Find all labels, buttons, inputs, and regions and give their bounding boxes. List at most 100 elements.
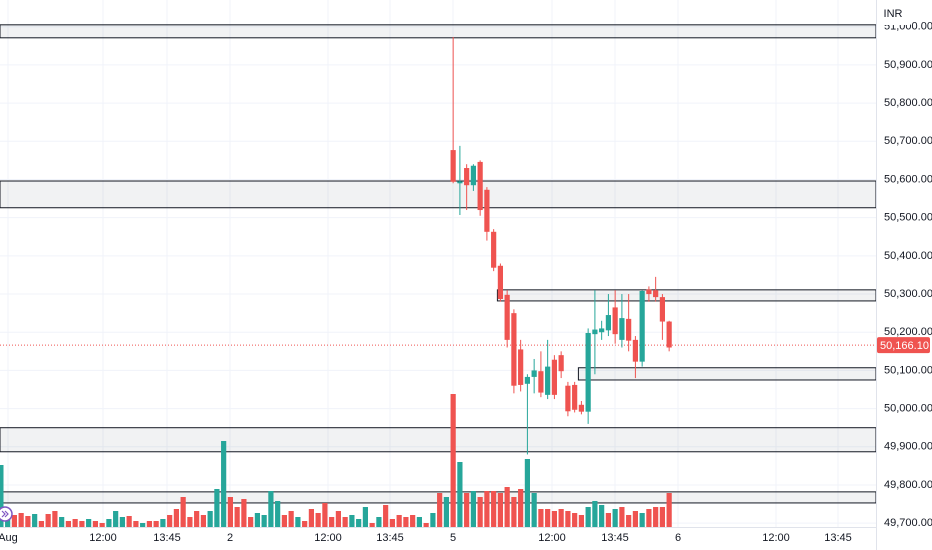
volume-bar	[383, 505, 389, 527]
volume-bar	[11, 515, 17, 527]
volume-bar	[578, 515, 584, 527]
candle-body	[497, 265, 503, 300]
volume-bar	[194, 511, 200, 527]
volume-bar	[437, 493, 443, 527]
volume-bar	[0, 465, 4, 527]
candle-body	[545, 366, 551, 395]
volume-bar	[403, 517, 409, 527]
volume-bar	[32, 514, 38, 527]
volume-bar	[86, 519, 92, 527]
volume-bar	[491, 491, 497, 527]
y-tick-label: 50,200.00	[884, 326, 932, 338]
x-tick-label: 13:45	[376, 532, 404, 544]
zone	[577, 367, 877, 381]
volume-bar	[281, 515, 287, 527]
volume-bar	[288, 511, 294, 527]
candle-body	[619, 318, 625, 340]
zone	[0, 24, 877, 39]
volume-bar	[92, 521, 98, 527]
volume-bar	[376, 517, 382, 527]
volume-bar	[65, 521, 71, 527]
volume-bar	[653, 507, 659, 527]
axes: 51,000.0050,900.0050,800.0050,700.0050,6…	[0, 21, 932, 544]
candle-body	[585, 333, 591, 412]
candle-body	[659, 297, 665, 322]
volume-bar	[153, 521, 159, 527]
indicator-icon[interactable]	[0, 506, 13, 522]
candle-body	[578, 404, 584, 412]
x-tick-label: 12:00	[314, 532, 342, 544]
volume-bar	[207, 511, 213, 527]
x-tick-label: 5	[450, 532, 456, 544]
volume-bar	[308, 509, 314, 527]
currency-box[interactable]	[878, 3, 912, 25]
volume-bar	[113, 511, 119, 527]
volume-bar	[619, 507, 625, 527]
volume-bar	[180, 497, 186, 527]
y-tick-label: 50,300.00	[884, 288, 932, 300]
volume-bar	[477, 497, 483, 527]
candle-body	[524, 376, 530, 384]
candle-body	[470, 165, 476, 186]
volume	[0, 394, 672, 527]
candle-body	[646, 289, 652, 295]
volume-bar	[140, 523, 146, 527]
candle-body	[538, 371, 544, 393]
volume-bar	[626, 515, 632, 527]
candle-body	[626, 318, 632, 341]
candle-body	[551, 359, 557, 395]
volume-bar	[369, 523, 375, 527]
candle-body	[450, 150, 456, 182]
volume-bar	[72, 519, 78, 527]
candle-body	[599, 328, 605, 333]
volume-bar	[241, 499, 247, 527]
x-tick-label: 12:00	[538, 532, 566, 544]
volume-bar	[504, 487, 510, 527]
x-tick-label: 2	[227, 532, 233, 544]
x-tick-label: 12:00	[762, 532, 790, 544]
volume-bar	[524, 459, 530, 527]
volume-bar	[497, 493, 503, 527]
candle-body	[518, 349, 524, 385]
volume-bar	[464, 493, 470, 527]
zone	[0, 180, 877, 209]
volume-bar	[234, 507, 240, 527]
volume-bar	[99, 523, 105, 527]
volume-bar	[261, 515, 267, 527]
volume-bar	[612, 509, 618, 527]
last-price-label: 50,166.10	[880, 340, 929, 352]
candles	[450, 37, 672, 455]
volume-bar	[133, 521, 139, 527]
x-tick-label: 12:00	[89, 532, 117, 544]
volume-bar	[200, 515, 206, 527]
volume-bar	[430, 513, 436, 527]
volume-bar	[187, 517, 193, 527]
currency[interactable]: INR	[884, 8, 903, 20]
x-tick-label: 13:45	[601, 532, 629, 544]
candle-body	[639, 290, 645, 362]
volume-bar	[450, 394, 456, 527]
volume-bar	[349, 515, 355, 527]
volume-bar	[322, 503, 328, 527]
y-tick-label: 50,800.00	[884, 97, 932, 109]
volume-bar	[106, 519, 112, 527]
volume-bar	[416, 517, 422, 527]
volume-bar	[565, 511, 571, 527]
volume-bar	[484, 491, 490, 527]
y-tick-label: 50,500.00	[884, 212, 932, 224]
volume-bar	[227, 497, 233, 527]
candle-body	[612, 307, 618, 335]
volume-bar	[59, 517, 65, 527]
volume-bar	[214, 489, 220, 527]
candle-body	[572, 384, 578, 410]
volume-bar	[221, 441, 227, 527]
volume-bar	[248, 517, 254, 527]
x-tick-label: 13:45	[153, 532, 181, 544]
y-tick-label: 50,700.00	[884, 135, 932, 147]
candle-body	[457, 181, 463, 184]
x-tick-label: Aug	[0, 532, 18, 544]
y-tick-label: 50,900.00	[884, 59, 932, 71]
zone	[496, 289, 877, 302]
candle-body	[491, 231, 497, 268]
volume-bar	[173, 509, 179, 527]
